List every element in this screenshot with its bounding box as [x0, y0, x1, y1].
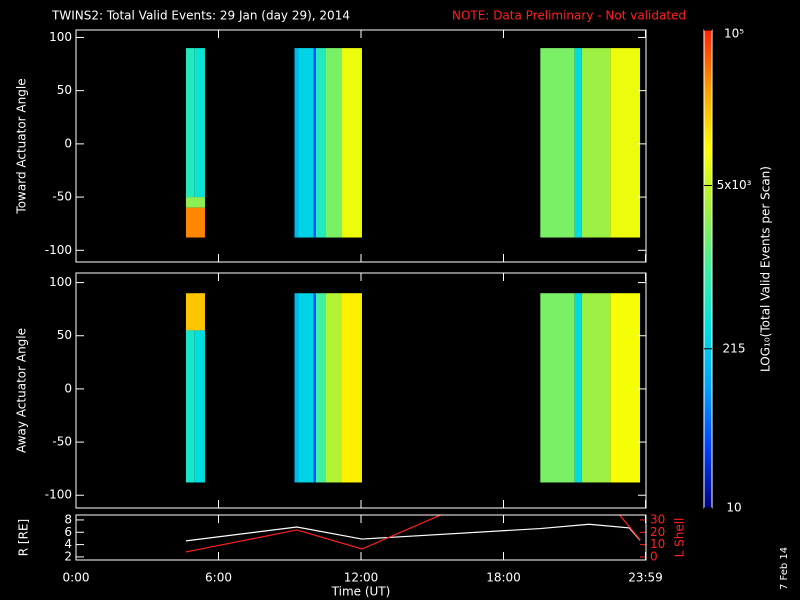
- heatmap-cell: [325, 293, 342, 483]
- date-stamp: 7 Feb 14: [779, 547, 790, 590]
- y-axis-label: R [RE]: [17, 519, 31, 556]
- heatmap-cell: [610, 48, 641, 238]
- y-tick-label: 4: [64, 537, 72, 551]
- heatmap-cell: [194, 48, 205, 198]
- colorbar-tick-label: 10: [726, 501, 741, 515]
- x-axis-label: Time (UT): [331, 585, 391, 599]
- y-tick-label: 2: [64, 549, 72, 563]
- heatmap-cell: [298, 48, 314, 238]
- y-tick-label: -100: [45, 243, 72, 257]
- heatmap-cell: [581, 48, 611, 238]
- x-tick-label: 0:00: [63, 571, 90, 585]
- y-tick-label: -100: [45, 488, 72, 502]
- heatmap-cell: [574, 293, 582, 483]
- heatmap-cell: [185, 207, 205, 238]
- y-axis-label: Away Actuator Angle: [15, 328, 29, 453]
- x-tick-label: 6:00: [205, 571, 232, 585]
- line-series: [185, 523, 641, 542]
- heatmap-cell: [185, 293, 205, 331]
- colorbar-tick-label: 215: [723, 341, 746, 355]
- heatmap-cell: [540, 293, 575, 483]
- y2-axis-label: L Shell: [673, 518, 687, 558]
- y-tick-label: -50: [52, 190, 72, 204]
- heatmap-cell: [313, 48, 316, 238]
- heatmap-cell: [294, 48, 299, 238]
- heatmap-cell: [315, 48, 326, 238]
- y-tick-label: 6: [64, 525, 72, 539]
- y-axis-label: Toward Actuator Angle: [15, 78, 29, 214]
- x-tick-label: 12:00: [344, 571, 379, 585]
- y-tick-label: 0: [64, 381, 72, 395]
- x-tick-label: 18:00: [486, 571, 521, 585]
- y2-tick-label: 10: [650, 537, 665, 551]
- y2-tick-label: 20: [650, 525, 665, 539]
- note: NOTE: Data Preliminary - Not validated: [452, 9, 686, 23]
- colorbar-tick-label: 5x10³: [717, 178, 752, 192]
- colorbar: [703, 29, 713, 509]
- heatmap-cell: [342, 293, 362, 483]
- heatmap-cell: [185, 330, 195, 483]
- heatmap-cell: [315, 293, 326, 483]
- heatmap-cell: [298, 293, 314, 483]
- y-tick-label: 8: [64, 512, 72, 526]
- y2-tick-label: 30: [650, 512, 665, 526]
- heatmap-cell: [194, 330, 205, 483]
- heatmap-cell: [610, 293, 641, 483]
- heatmap-cell: [574, 48, 582, 238]
- heatmap-cell: [540, 48, 575, 238]
- heatmap-cell: [185, 48, 195, 198]
- colorbar-label: LOG₁₀(Total Valid Events per Scan): [759, 166, 773, 372]
- x-tick-label: 23:59: [628, 571, 663, 585]
- y-tick-label: 100: [49, 275, 72, 289]
- line-series: [185, 515, 641, 553]
- heatmap-cell: [581, 293, 611, 483]
- y2-tick-label: 0: [650, 550, 658, 564]
- y-tick-label: 50: [57, 83, 72, 97]
- plot-area: [185, 515, 641, 553]
- y-tick-label: -50: [52, 435, 72, 449]
- heatmap-cell: [342, 48, 362, 238]
- heatmap-cell: [313, 293, 316, 483]
- heatmap-cell: [325, 48, 342, 238]
- chart-title: TWINS2: Total Valid Events: 29 Jan (day …: [51, 9, 350, 23]
- y-tick-label: 50: [57, 328, 72, 342]
- heatmap-cell: [185, 197, 205, 208]
- y-tick-label: 100: [49, 30, 72, 44]
- y-tick-label: 0: [64, 136, 72, 150]
- colorbar-tick-label: 10⁵: [724, 27, 744, 41]
- heatmap-cell: [294, 293, 299, 483]
